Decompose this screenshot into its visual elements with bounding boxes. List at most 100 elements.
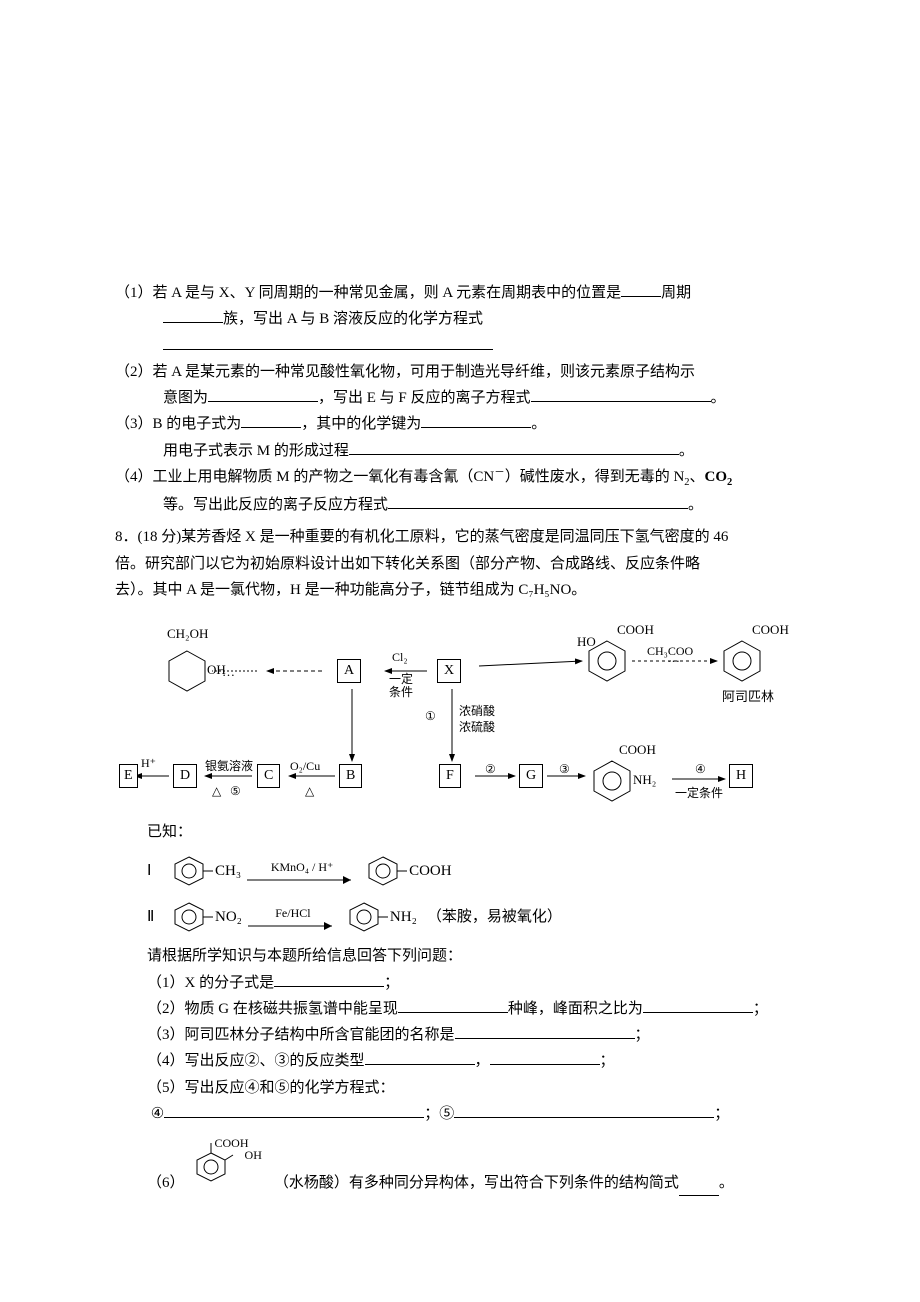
sal-oh: OH [245,1145,262,1166]
label-I: Ⅰ [147,858,169,884]
q8-subquestions: （1）X 的分子式是 ； （2）物质 G 在核磁共振氢谱中能呈现 种峰，峰面积之比为… [115,970,805,1197]
node-B: B [339,764,362,788]
q8-s4: （4）写出反应②、③的反应类型 ， ； [147,1048,805,1074]
label-tri1: △ [212,781,221,802]
q8-s2: （2）物质 G 在核磁共振氢谱中能呈现种峰，峰面积之比为； [147,996,805,1022]
q8-s5b: ④；⑤； [147,1101,805,1127]
node-A: A [337,659,361,683]
label-cooh: COOH [409,858,452,884]
blank [421,413,531,428]
text: （4）工业上用电解物质 M 的产物之一氧化有毒含氰（CN [115,469,494,485]
label-circ3: ③ [559,759,570,780]
label-cond-cl: 一定 条件 [389,673,413,699]
text: 种峰，峰面积之比为 [508,1001,643,1017]
blank [241,413,301,428]
text: ；⑤ [424,1106,454,1122]
q8-s3: （3）阿司匹林分子结构中所含官能团的名称是 ； [147,1022,805,1048]
q7-3-line2: 用电子式表示 M 的形成过程 。 [115,438,805,464]
label-circ5: ⑤ [230,781,241,802]
superscript: － [494,467,505,478]
label-ho: HO [577,631,596,654]
arrow-fehcl: Fe/HCl [248,903,338,931]
label-II: Ⅱ [147,904,169,930]
label-tri2: △ [305,781,314,802]
q8-intro: 请根据所学知识与本题所给信息回答下列问题： [115,943,805,969]
node-X: X [437,659,461,683]
node-F: F [439,764,461,788]
text: ，其中的化学键为 [301,416,421,432]
text: （1）X 的分子式是 [147,975,274,991]
blank [349,439,679,454]
known-note: （苯胺，易被氧化） [427,904,562,930]
known-I: Ⅰ CH₃ KMnO₄ / H⁺ COOH [147,851,805,891]
text: ； [635,1027,650,1043]
text: （3）阿司匹林分子结构中所含官能团的名称是 [147,1027,455,1043]
synthesis-flowchart: CH₂OH OH … A X Cl₂ 一定 条件 HO COOH CH₃COO … [127,611,817,811]
text: （2）若 A 是某元素的一种常见酸性氧化物，可用于制造光导纤维，则该元素原子结构… [115,364,695,380]
text: （水杨酸）有多种同分异构体，写出符合下列条件的结构简式 [274,1170,679,1196]
q7-4-line2: 等。写出此反应的离子反应方程式 。 [115,492,805,518]
text: 、 [690,469,705,485]
text: ）碱性废水，得到无毒的 N [505,469,685,485]
node-G: G [519,764,543,788]
text: ，写出 E 与 F 反应的离子方程式 [318,390,531,406]
blank [454,1103,714,1118]
benzene-icon [363,851,409,891]
dots2: … [667,647,680,670]
subscript: 2 [727,477,732,488]
text: 。 [688,497,703,513]
q7-2-line2: 意图为，写出 E 与 F 反应的离子方程式。 [115,385,805,411]
label-circ4: ④ [695,759,706,780]
dots: … [222,661,235,684]
q8-s1: （1）X 的分子式是 ； [147,970,805,996]
known-II: Ⅱ NO₂ Fe/HCl NH₂ （苯胺，易被氧化） [147,897,805,937]
label-circ2: ② [485,759,496,780]
label-cl2: Cl₂ [392,647,408,668]
text: （6） [147,1170,185,1196]
blank [164,1103,424,1118]
blank [274,971,384,986]
label-ch2oh: CH₂OH [167,623,208,646]
blank [679,1181,719,1196]
blank [643,998,753,1013]
text: （1）若 A 是与 X、Y 同周期的一种常见金属，则 A 元素在周期表中的位置是 [115,285,621,301]
benzene-icon [169,851,215,891]
arrow-kmno4: KMnO₄ / H⁺ [247,857,357,885]
text: 等。写出此反应的离子反应方程式 [163,497,388,513]
blank [398,998,508,1013]
label-hplus: H⁺ [141,753,156,774]
label-no2: NO₂ [215,904,242,930]
text: ； [600,1053,615,1069]
benzene-icon [169,897,215,937]
text: （2）物质 G 在核磁共振氢谱中能呈现 [147,1001,398,1017]
text: 。 [679,443,694,459]
text: 。 [711,390,726,406]
blank [531,387,711,402]
known-reactions: Ⅰ CH₃ KMnO₄ / H⁺ COOH Ⅱ [147,851,805,937]
text: ， [475,1053,490,1069]
sal-cooh: COOH [215,1133,249,1154]
label-nh2: NH₂ [633,769,656,792]
label-cooh1: COOH [617,619,654,642]
blank [621,282,661,297]
q8-head-3: 去）。其中 A 是一氯代物，H 是一种功能高分子，链节组成为 C₇H₅NO。 [115,577,805,603]
label-circ1: ① [425,706,436,727]
label-cooh3: COOH [619,739,656,762]
node-D: D [173,764,197,788]
label-aspirin: 阿司匹林 [722,686,774,709]
blank [163,308,223,323]
node-H: H [729,764,753,788]
text: （3）B 的电子式为 [115,416,241,432]
text: （4）写出反应②、③的反应类型 [147,1053,365,1069]
q8-head-1: 8．(18 分)某芳香烃 X 是一种重要的有机化工原料，它的蒸气密度是同温同压下… [115,524,805,550]
text: 用电子式表示 M 的形成过程 [163,443,349,459]
text: ④ [151,1106,164,1122]
q8-s6: （6） COOH OH （水杨酸）有多种同分异构体，写出符合下列条件的结构简式。 [147,1131,805,1196]
blank [163,334,493,349]
blank [208,387,318,402]
node-E: E [119,764,138,788]
known-label: 已知： [115,819,805,845]
q7-4-line1: （4）工业上用电解物质 M 的产物之一氧化有毒含氰（CN－）碱性废水，得到无毒的… [115,464,805,492]
text: 周期 [661,285,691,301]
text: ； [384,975,399,991]
